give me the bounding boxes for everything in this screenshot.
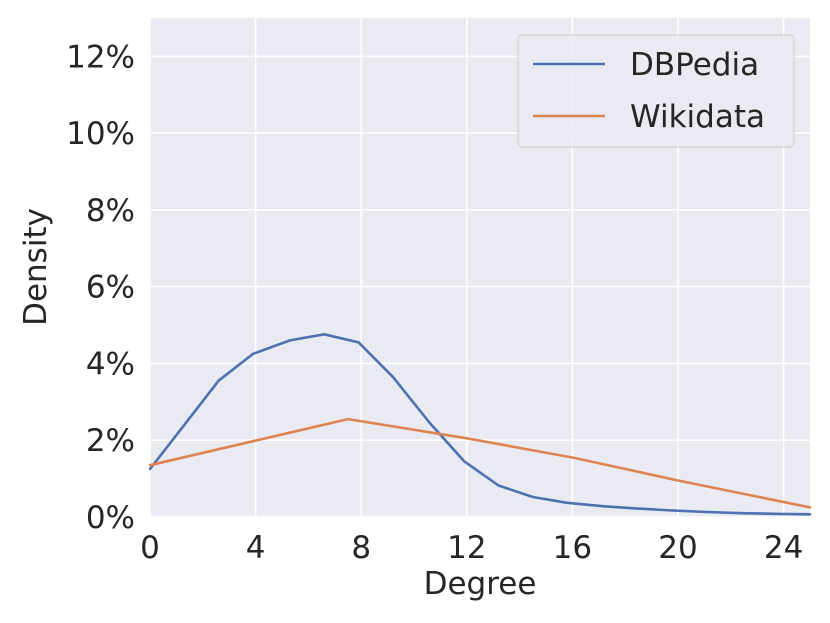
series-layer bbox=[148, 332, 812, 516]
x-tick-label: 0 bbox=[140, 530, 160, 566]
series-line-wikidata bbox=[148, 417, 812, 509]
y-tick-label: 2% bbox=[86, 423, 135, 459]
x-tick-label: 20 bbox=[658, 530, 697, 566]
x-tick-label: 24 bbox=[764, 530, 803, 566]
legend-label: DBPedia bbox=[630, 47, 759, 83]
y-tick-label: 0% bbox=[86, 500, 135, 536]
x-tick-label: 12 bbox=[447, 530, 486, 566]
x-tick-label: 16 bbox=[553, 530, 592, 566]
series-line-dbpedia bbox=[148, 332, 812, 516]
y-tick-label: 8% bbox=[86, 193, 135, 229]
y-tick-label: 4% bbox=[86, 346, 135, 382]
x-tick-label: 4 bbox=[246, 530, 266, 566]
y-tick-labels: 0% 2% 4% 6% 8% 10% 12% bbox=[66, 39, 135, 536]
x-axis-label: Degree bbox=[424, 566, 537, 602]
y-tick-label: 10% bbox=[66, 116, 135, 152]
x-tick-label: 8 bbox=[351, 530, 371, 566]
x-tick-labels: 0 4 8 12 16 20 24 bbox=[140, 530, 803, 566]
legend: DBPedia Wikidata bbox=[517, 34, 795, 148]
y-tick-label: 6% bbox=[86, 270, 135, 306]
y-axis-label: Density bbox=[18, 208, 54, 326]
y-tick-label: 12% bbox=[66, 39, 135, 75]
legend-label: Wikidata bbox=[630, 99, 765, 135]
